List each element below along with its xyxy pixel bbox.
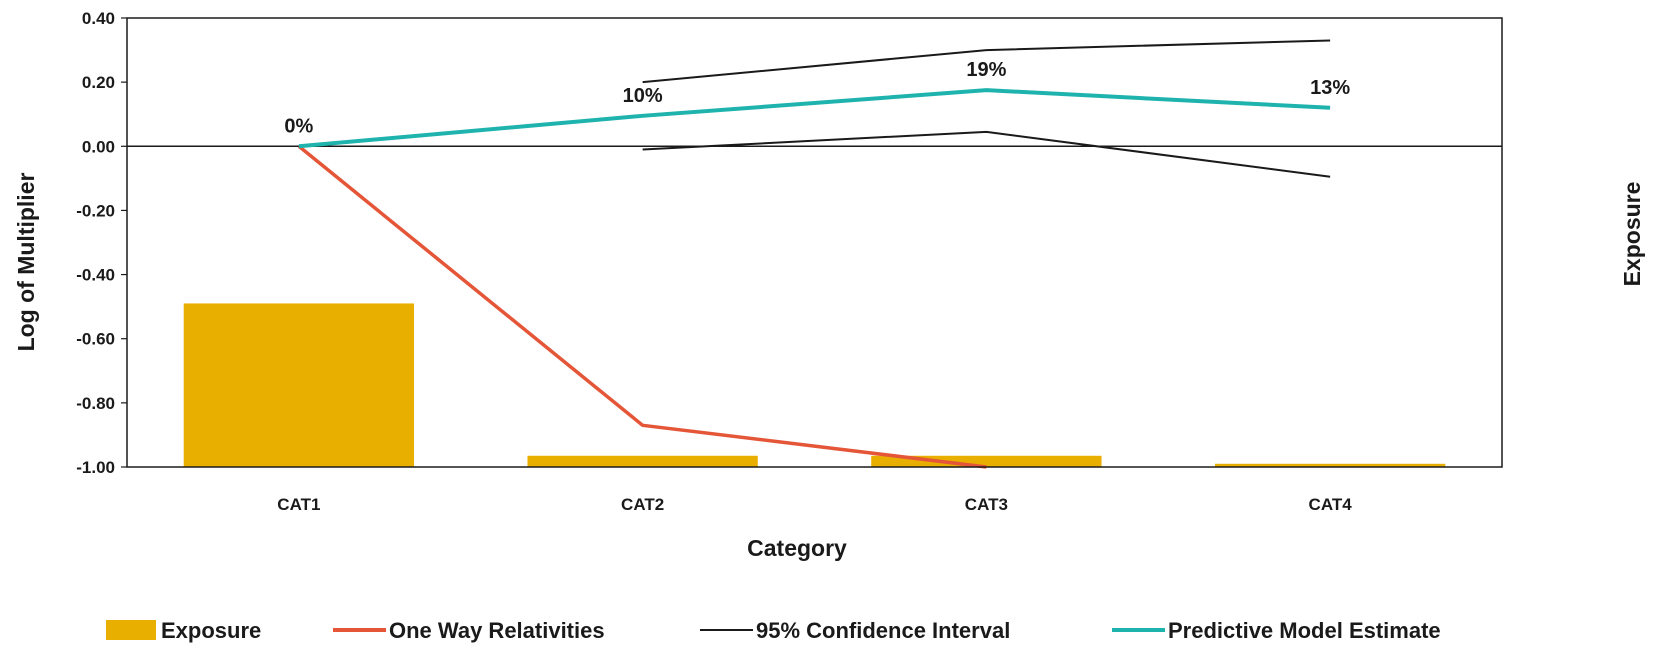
x-tick-label-cat4: CAT4 — [1309, 495, 1353, 514]
data-label-cat3: 19% — [966, 59, 1006, 81]
x-axis-title: Category — [747, 535, 847, 561]
data-label-cat2: 10% — [623, 85, 663, 107]
y-tick-label: -0.40 — [76, 266, 115, 285]
data-label-cat1: 0% — [284, 115, 313, 137]
bar-exposure-cat1 — [183, 303, 415, 467]
legend-swatch-exposure — [106, 620, 156, 640]
y-axis-ticks: 0.40 0.20 0.00 -0.20 -0.40 -0.60 -0.80 -1.00 — [76, 9, 127, 477]
line-one-way-relativities — [297, 144, 987, 469]
y-tick-label: -0.60 — [76, 330, 115, 349]
line-confidence-upper — [642, 39, 1331, 84]
series-lines — [297, 39, 1331, 469]
y2-axis-title: Exposure — [1619, 182, 1645, 287]
y-tick-label: 0.00 — [82, 137, 115, 156]
x-axis-ticks: CAT1 CAT2 CAT3 CAT4 — [277, 495, 1352, 514]
line-confidence-lower — [642, 130, 1331, 178]
legend-label-confidence: 95% Confidence Interval — [756, 618, 1010, 643]
x-tick-label-cat2: CAT2 — [621, 495, 664, 514]
x-tick-label-cat3: CAT3 — [965, 495, 1008, 514]
legend-label-one-way: One Way Relativities — [389, 618, 605, 643]
x-tick-label-cat1: CAT1 — [277, 495, 320, 514]
legend-label-exposure: Exposure — [161, 618, 261, 643]
bar-exposure-cat3 — [871, 455, 1102, 467]
y-tick-label: -1.00 — [76, 458, 115, 477]
legend-item-predictive: Predictive Model Estimate — [1112, 618, 1441, 643]
legend: Exposure One Way Relativities 95% Confid… — [106, 618, 1441, 643]
data-label-cat4: 13% — [1310, 77, 1350, 99]
y-axis-title: Log of Multiplier — [13, 173, 39, 352]
plot-frame — [126, 17, 1503, 468]
y-tick-label: -0.20 — [76, 201, 115, 220]
exposure-bars — [183, 303, 1446, 467]
line-predictive-model-estimate — [298, 88, 1331, 149]
legend-item-one-way: One Way Relativities — [333, 618, 605, 643]
y-tick-label: 0.40 — [82, 9, 115, 28]
y-tick-label: 0.20 — [82, 73, 115, 92]
y-tick-label: -0.80 — [76, 394, 115, 413]
bar-exposure-cat4 — [1214, 463, 1446, 467]
legend-item-exposure: Exposure — [106, 618, 261, 643]
legend-label-predictive: Predictive Model Estimate — [1168, 618, 1441, 643]
bar-exposure-cat2 — [527, 455, 758, 467]
legend-item-confidence: 95% Confidence Interval — [700, 618, 1010, 643]
data-labels: 0% 10% 19% 13% — [284, 59, 1350, 137]
